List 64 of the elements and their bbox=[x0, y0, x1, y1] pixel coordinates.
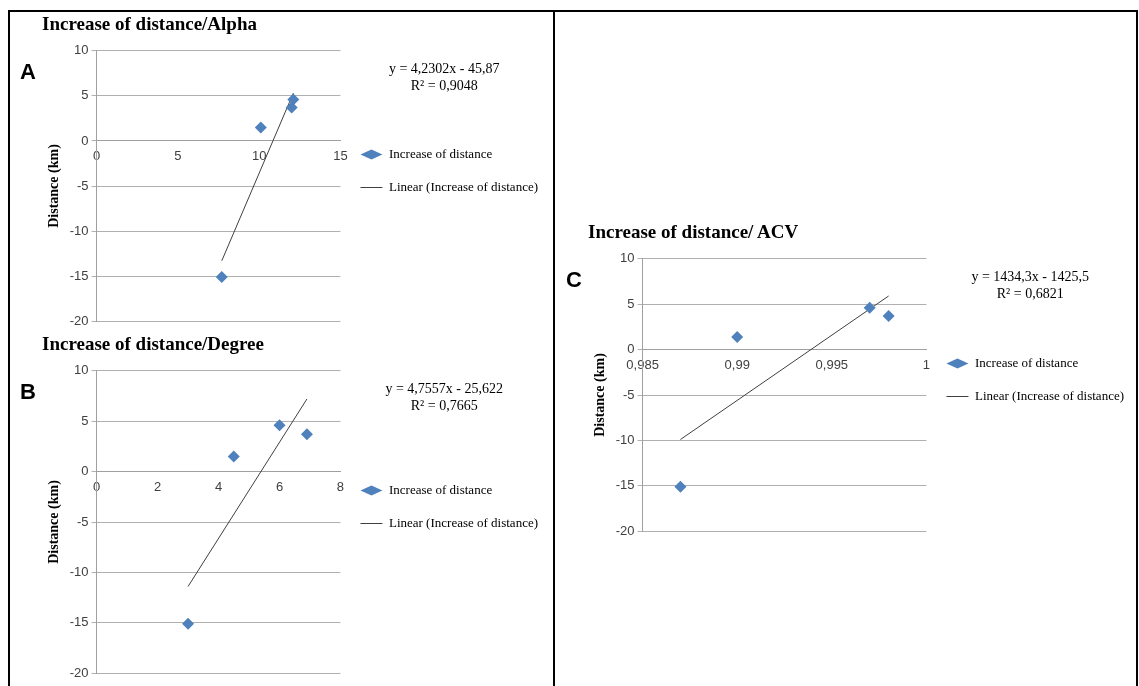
y-tick-label: 5 bbox=[81, 87, 89, 103]
x-tick-label: 6 bbox=[275, 478, 284, 494]
point bbox=[863, 301, 876, 314]
x-tick-label: 8 bbox=[336, 478, 345, 494]
x-tick-label: 10 bbox=[251, 148, 267, 164]
point bbox=[254, 121, 267, 134]
text: R² = 0,6821 bbox=[996, 286, 1064, 302]
y-tick-label: -5 bbox=[77, 513, 89, 529]
point bbox=[882, 310, 895, 322]
y-tick-label: -15 bbox=[615, 477, 635, 493]
y-tick-label: 0 bbox=[81, 132, 89, 148]
x-tick-label: 5 bbox=[174, 148, 182, 164]
legend-label: Increase of distance bbox=[388, 145, 493, 161]
y-axis-title: Distance (km) bbox=[46, 143, 63, 228]
text: C bbox=[566, 266, 582, 292]
y-tick-label: -5 bbox=[623, 386, 635, 402]
legend-label: Linear (Increase of distance) bbox=[388, 178, 539, 194]
point bbox=[227, 450, 240, 463]
point bbox=[731, 330, 744, 343]
text: R² = 0,7665 bbox=[410, 398, 478, 414]
y-tick-label: -20 bbox=[69, 664, 89, 680]
point bbox=[215, 271, 228, 284]
y-tick-label: 0 bbox=[627, 341, 635, 357]
point bbox=[182, 617, 195, 630]
point bbox=[674, 480, 687, 493]
y-tick-label: 5 bbox=[627, 295, 635, 311]
y-tick-label: -20 bbox=[615, 522, 635, 538]
y-tick-label: -20 bbox=[69, 312, 89, 328]
y-tick-label: -15 bbox=[69, 267, 89, 283]
y-tick-label: -10 bbox=[69, 222, 89, 238]
y-axis-title: Distance (km) bbox=[592, 352, 609, 437]
x-tick-label: 1 bbox=[922, 356, 931, 372]
x-tick-label: 0,995 bbox=[815, 356, 849, 372]
text: A bbox=[20, 58, 36, 84]
x-tick-label: 4 bbox=[214, 478, 223, 494]
x-tick-label: 15 bbox=[333, 148, 348, 164]
point bbox=[285, 101, 298, 114]
y-tick-label: -5 bbox=[77, 177, 89, 193]
text: B bbox=[20, 378, 36, 404]
legend-label: Increase of distance bbox=[974, 354, 1079, 370]
x-tick-label: 0,99 bbox=[724, 356, 750, 372]
y-tick-label: 5 bbox=[81, 412, 89, 428]
x-tick-label: 2 bbox=[153, 478, 162, 494]
legend-label: Increase of distance bbox=[388, 481, 493, 497]
y-tick-label: 10 bbox=[74, 42, 89, 58]
y-axis-title: Distance (km) bbox=[46, 479, 63, 564]
text: y = 1434,3x - 1425,5 bbox=[971, 269, 1090, 285]
point bbox=[287, 93, 300, 106]
y-tick-label: 10 bbox=[620, 250, 635, 266]
legend-label: Linear (Increase of distance) bbox=[974, 387, 1125, 403]
y-tick-label: -10 bbox=[69, 563, 89, 579]
x-tick-label: 0,985 bbox=[626, 356, 659, 372]
text: y = 4,2302x - 45,87 bbox=[388, 61, 500, 77]
text: y = 4,7557x - 25,622 bbox=[385, 381, 504, 397]
point bbox=[273, 419, 286, 432]
legend-label: Linear (Increase of distance) bbox=[388, 514, 539, 530]
text: R² = 0,9048 bbox=[410, 78, 478, 94]
chart-title: Increase of distance/Degree bbox=[42, 333, 264, 355]
point bbox=[300, 428, 313, 441]
y-tick-label: -10 bbox=[615, 431, 635, 447]
y-tick-label: 0 bbox=[81, 463, 89, 479]
chart-title: Increase of distance/Alpha bbox=[42, 13, 258, 35]
y-tick-label: -15 bbox=[69, 614, 89, 630]
chart-title: Increase of distance/ ACV bbox=[588, 221, 799, 243]
